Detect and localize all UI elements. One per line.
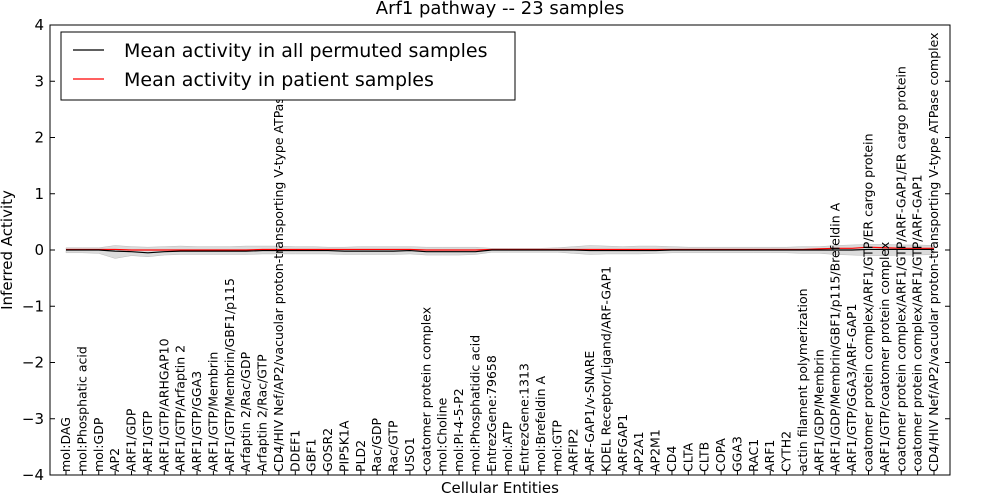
x-tick-label: ARF1/GDP/Membrin xyxy=(811,349,826,472)
x-tick-label: AP2A1 xyxy=(631,431,646,472)
x-tick-label: ARFGAP1 xyxy=(615,414,630,472)
x-tick-label: GGA3 xyxy=(729,436,744,472)
legend-box xyxy=(60,31,516,101)
chart-title: Arf1 pathway -- 23 samples xyxy=(376,0,624,19)
x-tick-label: mol:ATP xyxy=(500,421,515,472)
y-tick-label: 1 xyxy=(34,185,44,203)
x-tick-label: ARF1/GTP/ARHGAP10 xyxy=(156,338,171,472)
y-tick-label: 3 xyxy=(34,72,44,90)
x-tick-label: mol:GTP xyxy=(549,420,564,472)
x-tick-label: coatomer protein complex/ARF1/GTP/ER car… xyxy=(860,133,875,472)
x-tick-label: mol:DAG xyxy=(58,417,73,472)
x-tick-label: mol:Choline xyxy=(435,397,450,472)
x-tick-label: PLD2 xyxy=(353,440,368,472)
x-tick-label: Arfaptin 2/Rac/GTP xyxy=(255,354,270,472)
x-tick-label: EntrezGene:79658 xyxy=(484,355,499,472)
x-tick-label: Rac/GDP xyxy=(369,418,384,472)
x-tick-label: actin filament polymerization xyxy=(795,288,810,472)
x-tick-label: ARF1/GDP xyxy=(124,408,139,472)
x-tick-label: ARF1/GDP/Membrin/GBF1/p115/Brefeldin A xyxy=(828,202,843,472)
y-tick-label: −3 xyxy=(22,410,44,428)
series-line-permuted xyxy=(66,248,934,254)
x-tick-label: ARF1/GTP xyxy=(140,411,155,472)
x-tick-label: coatomer protein complex/ARF1/GTP/ARF-GA… xyxy=(910,174,925,472)
x-tick-label: CLTB xyxy=(697,442,712,472)
x-tick-label: Arfaptin 2/Rac/GDP xyxy=(238,351,253,472)
x-tick-label: AP2M1 xyxy=(648,429,663,472)
x-tick-label: ARF1/GTP/Arfaptin 2 xyxy=(173,345,188,472)
y-axis-title: Inferred Activity xyxy=(0,190,16,310)
y-tick-label: −1 xyxy=(22,297,44,315)
x-tick-label: CD4 xyxy=(664,446,679,472)
x-tick-label: USO1 xyxy=(402,437,417,472)
x-tick-label: GOSR2 xyxy=(320,428,335,472)
x-tick-label: Rac/GTP xyxy=(386,420,401,472)
x-tick-label: coatomer protein complex/ARF1/GTP/ARF-GA… xyxy=(893,66,908,472)
x-tick-label: CD4/HIV Nef/AP2/vacuolar proton-transpor… xyxy=(271,33,286,473)
x-tick-label: ARF1/GTP/coatomer protein complex xyxy=(877,242,892,472)
x-tick-label: DDEF1 xyxy=(287,430,302,472)
x-tick-label: CYTH2 xyxy=(779,431,794,472)
x-tick-label: CD4/HIV Nef/AP2/vacuolar proton-transpor… xyxy=(926,33,941,473)
x-tick-label: coatomer protein complex xyxy=(418,307,433,472)
x-tick-label: KDEL Receptor/Ligand/ARF-GAP1 xyxy=(598,266,613,472)
x-tick-label: ARF-GAP1/v-SNARE xyxy=(582,351,597,472)
x-tick-label: ARFIP2 xyxy=(566,428,581,472)
x-tick-label: COPA xyxy=(713,438,728,472)
x-tick-label: mol:Brefeldin A xyxy=(533,375,548,472)
x-tick-label: AP2 xyxy=(107,448,122,472)
x-axis-title: Cellular Entities xyxy=(441,479,559,497)
x-tick-label: GBF1 xyxy=(304,439,319,472)
x-tick-label: mol:Phosphatic acid xyxy=(74,346,89,472)
x-tick-label: PIP5K1A xyxy=(336,420,351,472)
x-tick-label: mol:PI-4-5-P2 xyxy=(451,388,466,472)
x-tick-label: ARF1/GTP/Membrin/GBF1/p115 xyxy=(222,278,237,472)
legend-label-patient: Mean activity in patient samples xyxy=(124,69,434,91)
x-tick-label: ARF1 xyxy=(762,440,777,472)
x-tick-label: RAC1 xyxy=(746,439,761,472)
y-tick-label: 4 xyxy=(34,16,44,34)
legend-label-permuted: Mean activity in all permuted samples xyxy=(124,40,487,62)
x-tick-label: ARF1/GTP/GGA3/ARF-GAP1 xyxy=(844,304,859,472)
x-tick-label: mol:GDP xyxy=(91,417,106,472)
x-tick-label: mol:Phosphatidic acid xyxy=(467,335,482,472)
permuted-range-band xyxy=(65,244,935,259)
x-tick-label: ARF1/GTP/GGA3 xyxy=(189,371,204,472)
x-tick-label: CLTA xyxy=(680,442,695,472)
y-tick-label: −4 xyxy=(22,466,44,484)
y-tick-label: 2 xyxy=(34,129,44,147)
x-tick-label: ARF1/GTP/Membrin xyxy=(205,352,220,472)
x-tick-label: EntrezGene:1313 xyxy=(517,363,532,472)
legend: Mean activity in all permuted samples Mea… xyxy=(60,31,516,101)
y-tick-label: 0 xyxy=(34,241,44,259)
y-tick-label: −2 xyxy=(22,354,44,372)
